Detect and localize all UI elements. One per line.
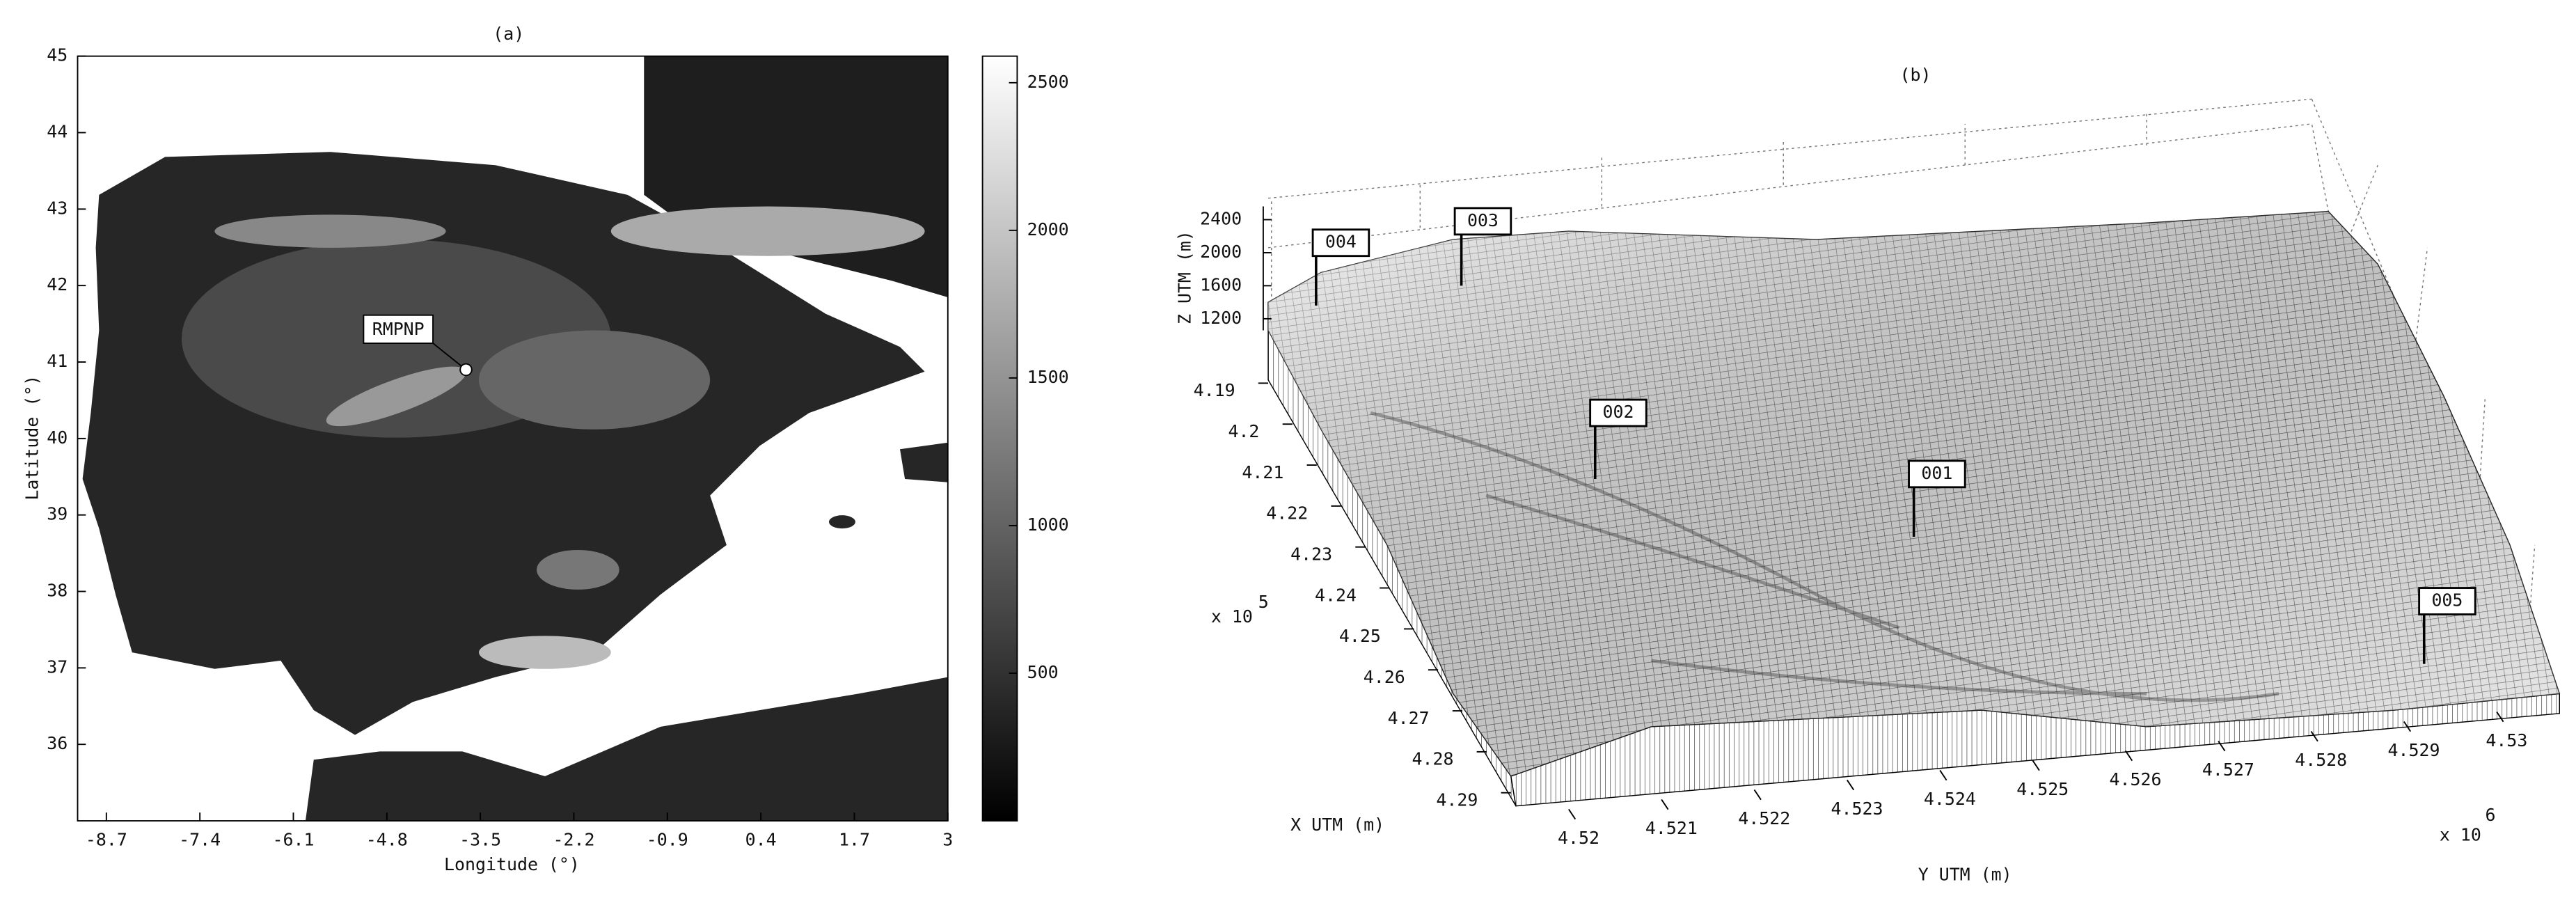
x-tick-label: -3.5: [459, 830, 501, 850]
x-tick-label: 4.22: [1266, 503, 1308, 524]
y-tick: [1753, 789, 1762, 801]
y-tick: [1939, 769, 1947, 781]
z-tick-label: 1200: [1200, 308, 1242, 328]
flag-box: [1311, 228, 1370, 258]
title: (b): [1900, 65, 1931, 85]
y-tick-label: 4.527: [2202, 760, 2254, 780]
y-multiplier-exponent: 6: [2486, 805, 2496, 825]
y-tick: [1568, 808, 1577, 820]
y-tick-label: 36: [47, 733, 68, 753]
y-axis-label: Latitude (°): [22, 375, 42, 501]
x-tick-label: -2.2: [553, 830, 594, 850]
colorbar: [981, 55, 1018, 821]
annotation-label: RMPNP: [372, 319, 425, 339]
y-axis-label: Y UTM (m): [1918, 864, 2012, 884]
y-tick-label: 41: [47, 351, 68, 371]
colorbar-tick-label: 1000: [1027, 514, 1069, 535]
x-tick-label: -7.4: [179, 830, 221, 850]
x-tick-label: -6.1: [272, 830, 314, 850]
y-tick: [2125, 750, 2133, 762]
x-tick-label: 4.26: [1364, 667, 1405, 687]
y-tick-label: 39: [47, 504, 68, 524]
flag-box: [1453, 207, 1512, 236]
y-tick-label: 4.53: [2486, 730, 2527, 750]
site-marker: [459, 363, 473, 377]
y-tick: [2310, 730, 2318, 742]
x-tick-label: 4.27: [1388, 708, 1430, 728]
y-tick-label: 4.529: [2388, 740, 2440, 760]
colorbar-tick-label: 500: [1027, 662, 1059, 682]
y-tick-label: 4.528: [2295, 750, 2347, 770]
map-terrain: [77, 55, 949, 821]
title: (a): [493, 24, 524, 44]
x-axis-label: X UTM (m): [1290, 815, 1384, 835]
x-axis-label: Longitude (°): [444, 854, 580, 874]
flag-label: 002: [1602, 402, 1634, 422]
z-tick-label: 1600: [1200, 274, 1242, 294]
y-tick-label: 40: [47, 427, 68, 448]
y-tick-label: 4.522: [1738, 808, 1790, 828]
x-tick-label: 1.7: [839, 830, 870, 850]
colorbar-tick-label: 2500: [1027, 72, 1069, 92]
x-tick-label: 0.4: [745, 830, 777, 850]
z-tick-label: 2400: [1200, 209, 1242, 229]
y-tick-label: 37: [47, 657, 68, 677]
x-multiplier-exponent: 5: [1258, 592, 1269, 612]
x-tick-label: 4.21: [1242, 462, 1283, 482]
x-multiplier: x 10: [1211, 606, 1253, 627]
z-tick-label: 2000: [1200, 242, 1242, 262]
y-tick-label: 4.523: [1831, 799, 1883, 819]
annotation-box: [363, 314, 434, 344]
y-tick-label: 4.526: [2110, 769, 2162, 789]
y-tick-label: 43: [47, 198, 68, 218]
x-tick-label: -8.7: [86, 830, 127, 850]
y-tick: [2032, 760, 2040, 771]
flag-box: [2418, 587, 2476, 615]
y-tick: [2496, 711, 2504, 723]
y-tick: [2218, 740, 2226, 752]
y-tick: [1661, 799, 1669, 810]
y-tick-label: 38: [47, 581, 68, 601]
surface: [1262, 98, 2561, 807]
x-tick-label: -0.9: [647, 830, 688, 850]
y-tick-label: 4.524: [1924, 789, 1976, 809]
y-multiplier: x 10: [2440, 824, 2481, 844]
flag-label: 001: [1921, 463, 1952, 483]
y-tick-label: 42: [47, 274, 68, 294]
y-tick-label: 45: [47, 45, 68, 65]
x-tick-label: 4.23: [1290, 544, 1332, 565]
y-tick-label: 4.52: [1558, 828, 1599, 848]
y-tick-label: 4.525: [2016, 779, 2069, 799]
colorbar-tick-label: 2000: [1027, 219, 1069, 239]
x-tick-label: 4.19: [1194, 380, 1235, 400]
x-tick-label: 4.2: [1228, 421, 1259, 441]
annotation-pointer: [432, 343, 467, 370]
y-tick: [1847, 779, 1855, 791]
y-tick: [2403, 721, 2412, 732]
x-tick-label: -4.8: [366, 830, 408, 850]
x-tick-label: 4.25: [1339, 626, 1381, 646]
flag-box: [1908, 459, 1966, 489]
colorbar-tick-label: 1500: [1027, 367, 1069, 387]
x-tick-label: 3: [942, 830, 953, 850]
flag-label: 003: [1467, 210, 1499, 230]
x-tick-label: 4.28: [1412, 749, 1453, 769]
x-tick-label: 4.24: [1315, 585, 1357, 605]
y-tick-label: 44: [47, 121, 68, 141]
flag-box: [1589, 398, 1647, 427]
y-tick-label: 4.521: [1645, 818, 1698, 838]
flag-label: 005: [2431, 590, 2463, 611]
flag-label: 004: [1325, 232, 1357, 252]
x-tick-label: 4.29: [1436, 790, 1478, 810]
z-axis-label: Z UTM (m): [1174, 230, 1194, 324]
